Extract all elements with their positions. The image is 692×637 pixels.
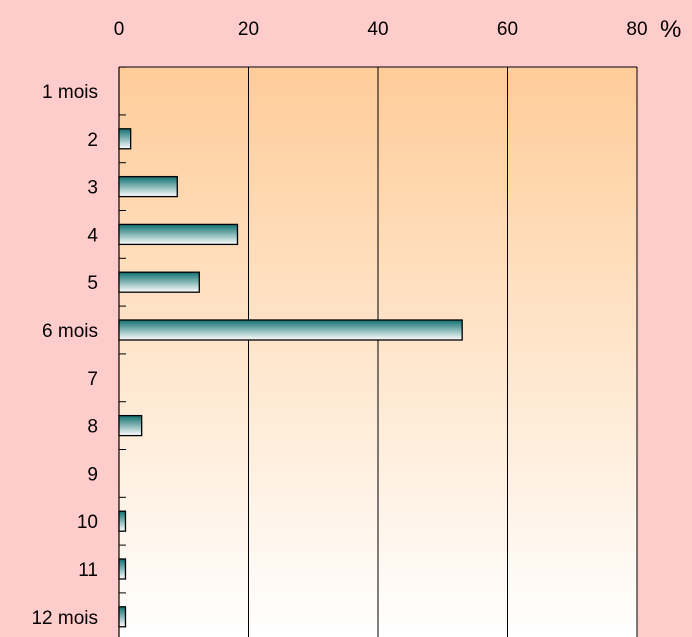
- bar: [118, 510, 127, 532]
- bar: [118, 223, 239, 246]
- bar: [118, 128, 132, 150]
- bar: [118, 414, 143, 437]
- y-axis-category-labels: 1 mois 2 3 4 5 6 mois 7 8 9 10 11 12 mois: [31, 82, 98, 629]
- x-tick-label: 60: [497, 19, 518, 40]
- bar: [118, 606, 127, 628]
- y-category-label: 6 mois: [42, 321, 98, 342]
- y-category-label: 8: [87, 417, 98, 438]
- bar: [118, 319, 463, 341]
- y-category-label: 5: [87, 273, 98, 294]
- bar: [118, 558, 127, 580]
- gridlines: [118, 66, 638, 637]
- x-axis-unit-label: %: [660, 16, 681, 43]
- bar: [118, 271, 200, 293]
- y-category-label: 1 mois: [42, 82, 98, 103]
- bar: [118, 175, 178, 198]
- bars: [118, 128, 463, 628]
- x-tick-label: 0: [114, 19, 125, 40]
- y-category-label: 10: [77, 512, 98, 533]
- x-axis-tick-labels: 0 20 40 60 80: [114, 19, 648, 40]
- x-tick-label: 20: [238, 19, 259, 40]
- y-category-label: 3: [87, 178, 98, 199]
- y-category-label: 9: [87, 464, 98, 485]
- y-category-label: 2: [87, 130, 98, 151]
- y-category-label: 7: [87, 369, 98, 390]
- y-category-label: 12 mois: [31, 608, 98, 629]
- x-tick-label: 40: [367, 19, 388, 40]
- y-category-label: 11: [78, 560, 98, 581]
- x-tick-label: 80: [626, 19, 647, 40]
- y-category-label: 4: [87, 225, 98, 246]
- y-axis-ticks: [119, 66, 126, 594]
